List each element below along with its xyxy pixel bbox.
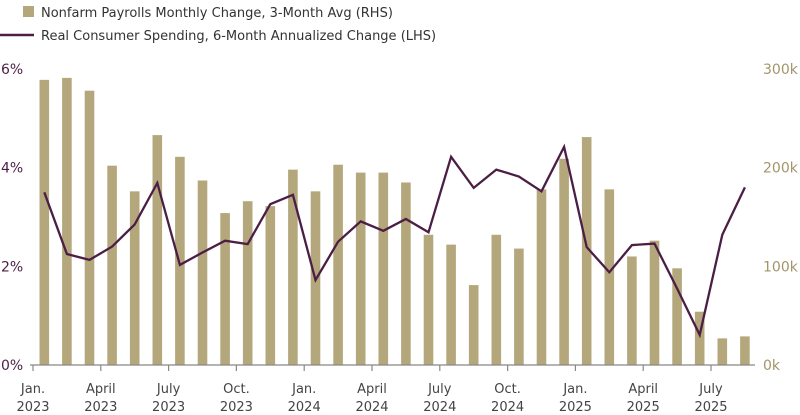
payrolls-bar <box>717 338 728 365</box>
x-tick-label-year: 2023 <box>84 400 117 415</box>
payrolls-bar <box>39 79 50 365</box>
consumer-spending-line <box>43 143 746 339</box>
legend: Nonfarm Payrolls Monthly Change, 3-Month… <box>0 6 436 44</box>
x-tick-label-year: 2024 <box>355 400 388 415</box>
payrolls-bar <box>333 164 343 365</box>
x-tick-label-year: 2025 <box>627 400 660 415</box>
payrolls-bar <box>446 244 456 365</box>
legend-bar-swatch <box>23 6 34 17</box>
payrolls-bar <box>694 311 705 365</box>
left-tick-label: 2% <box>1 259 23 275</box>
right-tick-label: 300k <box>763 62 799 78</box>
payrolls-bar <box>604 189 615 365</box>
payrolls-bar <box>84 90 95 365</box>
payrolls-bar <box>627 256 637 365</box>
x-tick-label-month: Jan. <box>562 382 587 397</box>
x-tick-label-month: July <box>698 382 723 397</box>
x-tick-label-year: 2024 <box>288 400 321 415</box>
x-tick-label-month: Oct. <box>494 382 521 397</box>
payrolls-bar <box>559 158 569 365</box>
payrolls-bar <box>129 191 140 365</box>
right-tick-label: 0k <box>763 358 781 374</box>
x-tick-label-year: 2025 <box>559 400 592 415</box>
x-tick-label-year: 2023 <box>152 400 185 415</box>
payrolls-bar <box>220 213 230 365</box>
payrolls-bar <box>152 135 163 365</box>
payrolls-bar <box>468 285 479 365</box>
x-tick-label-month: July <box>427 382 452 397</box>
x-tick-label-year: 2023 <box>220 400 253 415</box>
x-tick-label-year: 2024 <box>423 400 456 415</box>
x-tick-label-month: Oct. <box>223 382 250 397</box>
bars <box>39 77 750 365</box>
payrolls-bar <box>265 206 276 365</box>
payrolls-bar <box>491 234 502 365</box>
left-tick-label: 0% <box>1 358 23 374</box>
x-tick-label-year: 2023 <box>16 400 49 415</box>
x-tick-label-month: April <box>357 382 387 397</box>
payrolls-bar <box>423 234 434 365</box>
left-tick-label: 6% <box>1 62 23 78</box>
payrolls-bar <box>288 169 298 365</box>
payrolls-bar <box>197 180 208 365</box>
x-tick-label-month: July <box>156 382 181 397</box>
payrolls-bar <box>536 189 547 365</box>
payrolls-bar <box>355 172 366 365</box>
left-tick-label: 4% <box>1 161 23 177</box>
x-tick-label-month: April <box>628 382 658 397</box>
legend-line-label: Real Consumer Spending, 6-Month Annualiz… <box>41 29 436 44</box>
legend-bar-label: Nonfarm Payrolls Monthly Change, 3-Month… <box>41 6 393 21</box>
x-tick-label-year: 2024 <box>491 400 524 415</box>
x-tick-label-year: 2025 <box>694 400 727 415</box>
left-axis: 0% 2% 4% 6% <box>1 62 23 374</box>
x-tick-label-month: Jan. <box>20 382 45 397</box>
x-tick-label-month: Jan. <box>291 382 316 397</box>
right-tick-label: 100k <box>763 259 799 275</box>
payrolls-bar <box>649 240 660 365</box>
payrolls-bar <box>740 336 750 365</box>
x-tick-label-month: April <box>86 382 116 397</box>
payrolls-bar <box>242 201 253 365</box>
payrolls-bar <box>672 268 682 365</box>
payrolls-bar <box>401 182 411 365</box>
payrolls-bar <box>107 165 117 365</box>
payrolls-bar <box>62 77 72 365</box>
right-axis: 0k 100k 200k 300k <box>763 62 799 374</box>
payrolls-bar <box>581 137 592 365</box>
payrolls-bar <box>514 248 524 365</box>
payrolls-bar <box>378 172 389 365</box>
right-tick-label: 200k <box>763 161 799 177</box>
x-axis-ticks: Jan. 2023 April 2023 July 2023 Oct. 2023 Jan. 202… <box>16 365 728 415</box>
